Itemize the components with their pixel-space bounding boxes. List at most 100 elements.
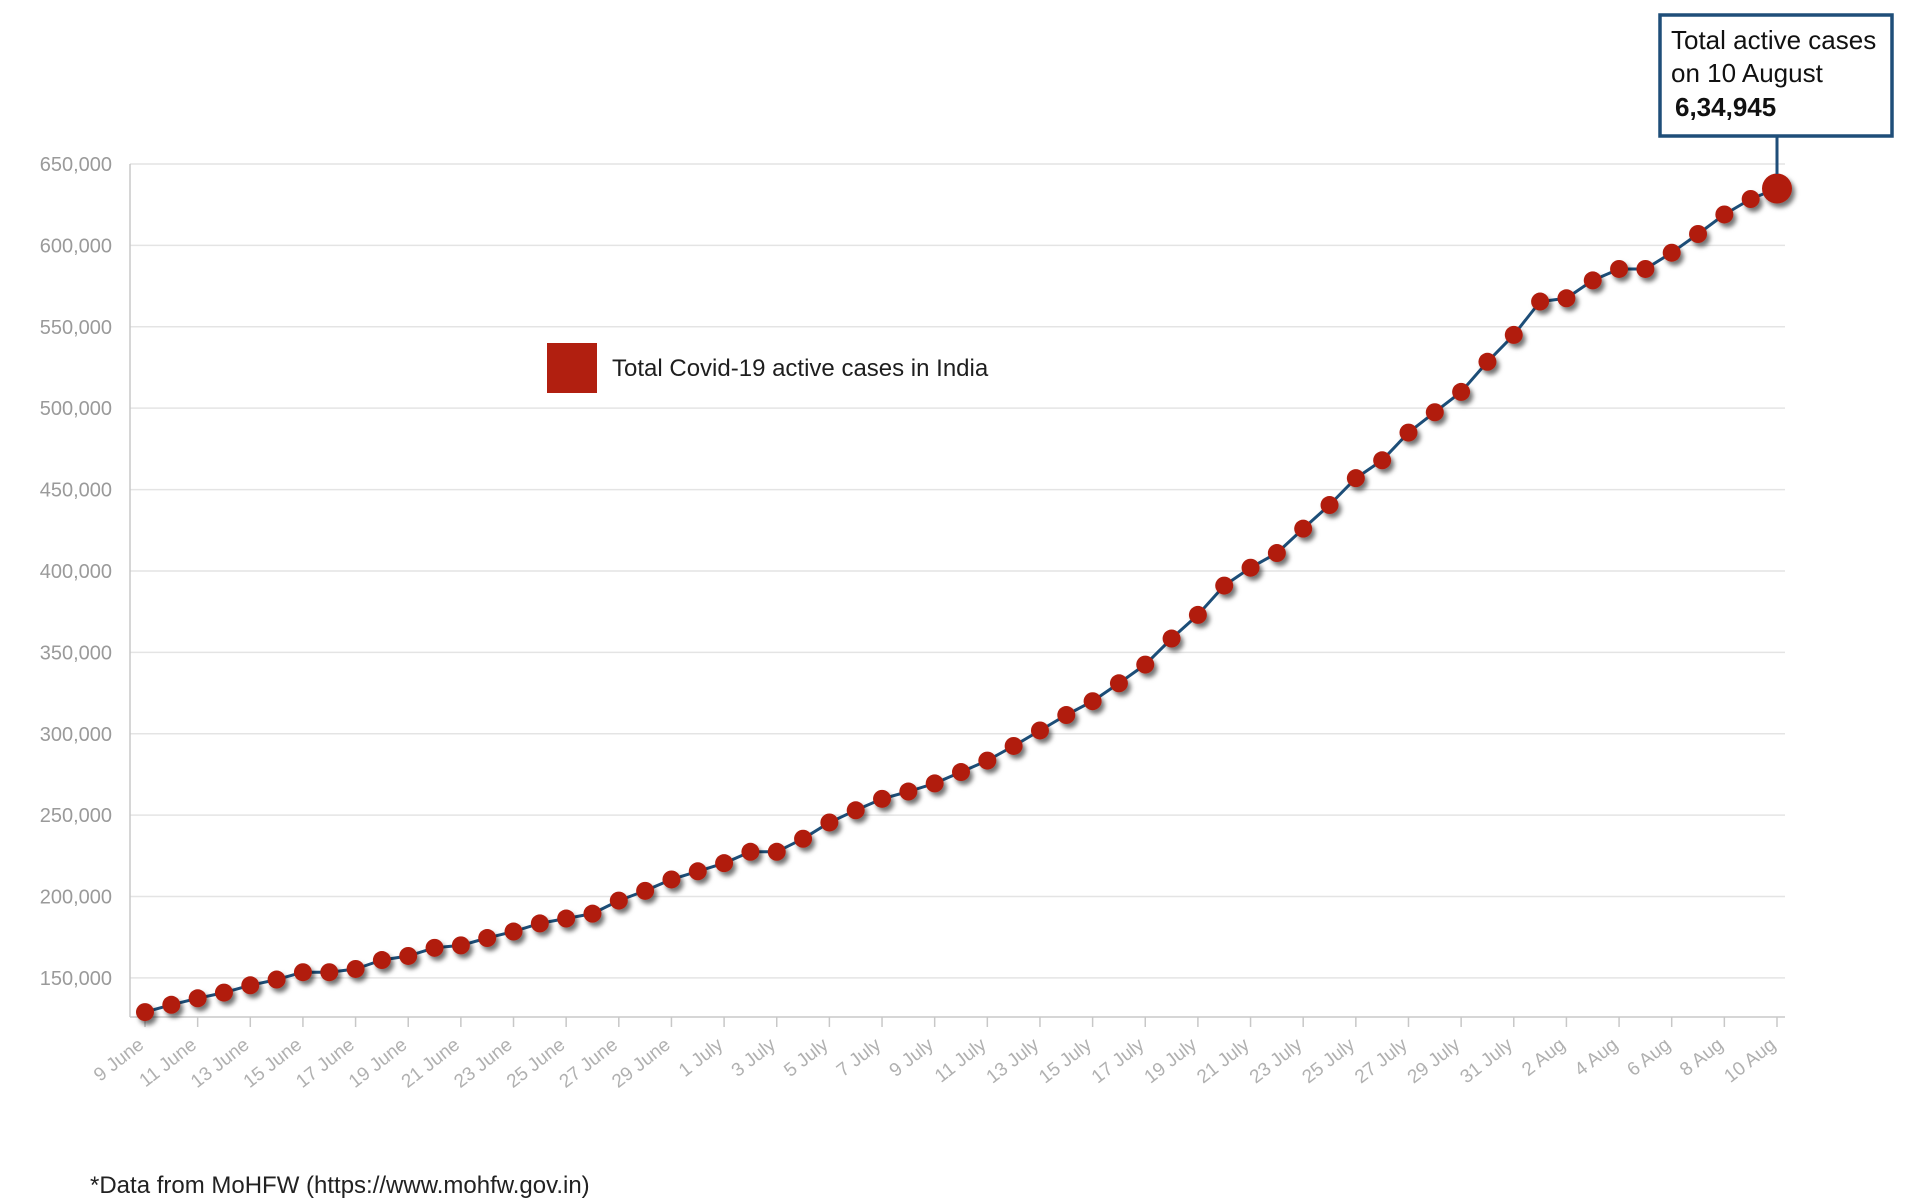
x-tick-label: 25 June bbox=[503, 1034, 569, 1092]
data-point bbox=[557, 909, 576, 928]
data-point bbox=[688, 862, 707, 881]
data-point bbox=[1715, 205, 1734, 224]
x-tick-label: 23 July bbox=[1246, 1034, 1307, 1088]
x-tick-label: 11 June bbox=[136, 1034, 201, 1091]
data-point bbox=[583, 904, 602, 923]
data-point bbox=[1267, 544, 1286, 563]
x-tick-label: 15 June bbox=[240, 1034, 306, 1092]
data-point bbox=[1662, 243, 1681, 262]
data-point bbox=[1399, 423, 1418, 442]
data-point bbox=[241, 976, 260, 995]
data-point bbox=[662, 870, 681, 889]
x-tick-label: 27 June bbox=[556, 1034, 622, 1092]
x-tick-label: 29 June bbox=[608, 1034, 674, 1092]
data-point bbox=[320, 963, 339, 982]
legend-label: Total Covid-19 active cases in India bbox=[612, 355, 989, 382]
axes bbox=[129, 164, 1785, 1027]
x-tick-label: 4 Aug bbox=[1571, 1034, 1622, 1080]
data-point bbox=[1004, 736, 1023, 755]
data-point bbox=[188, 989, 207, 1008]
data-point bbox=[425, 938, 444, 957]
legend: Total Covid-19 active cases in India bbox=[547, 343, 989, 393]
data-point bbox=[1083, 692, 1102, 711]
x-tick-label: 7 July bbox=[833, 1034, 885, 1081]
y-tick-label: 450,000 bbox=[40, 480, 112, 502]
data-point bbox=[1215, 576, 1234, 595]
data-point bbox=[1294, 519, 1313, 538]
data-point bbox=[1741, 189, 1760, 208]
data-source-footnote: *Data from MoHFW (https://www.mohfw.gov.… bbox=[90, 1172, 590, 1199]
data-point bbox=[530, 914, 549, 933]
y-tick-label: 350,000 bbox=[40, 642, 112, 664]
legend-swatch bbox=[547, 343, 597, 393]
data-point bbox=[1531, 292, 1550, 311]
x-tick-label: 6 Aug bbox=[1624, 1034, 1675, 1080]
x-tick-label: 19 July bbox=[1141, 1034, 1202, 1088]
gridlines bbox=[130, 163, 1785, 979]
data-point-highlight bbox=[1762, 173, 1792, 204]
data-point bbox=[267, 970, 286, 989]
data-point bbox=[1636, 259, 1655, 278]
x-tick-label: 25 July bbox=[1299, 1034, 1360, 1088]
data-point bbox=[1057, 706, 1076, 725]
data-point bbox=[846, 801, 865, 820]
y-tick-label: 300,000 bbox=[40, 724, 112, 746]
x-tick-label: 13 June bbox=[187, 1034, 253, 1092]
y-tick-label: 250,000 bbox=[40, 805, 112, 827]
x-tick-label: 17 July bbox=[1088, 1034, 1149, 1088]
data-point bbox=[925, 774, 944, 793]
data-point bbox=[1109, 674, 1128, 693]
data-point bbox=[1373, 451, 1392, 470]
data-point bbox=[504, 922, 523, 941]
data-point bbox=[1452, 382, 1471, 401]
data-point bbox=[873, 789, 892, 808]
data-point bbox=[609, 891, 628, 910]
data-point bbox=[1610, 259, 1629, 278]
x-tick-label: 9 July bbox=[886, 1034, 938, 1081]
y-tick-label: 500,000 bbox=[40, 398, 112, 420]
data-point bbox=[1478, 352, 1497, 371]
x-tick-label: 23 June bbox=[450, 1034, 516, 1092]
data-point bbox=[214, 983, 233, 1002]
data-point bbox=[767, 842, 786, 861]
x-tick-label: 5 July bbox=[780, 1034, 832, 1081]
x-tick-label: 3 July bbox=[728, 1034, 780, 1081]
x-tick-label: 8 Aug bbox=[1676, 1034, 1727, 1080]
series-line-path bbox=[144, 187, 1778, 1014]
data-point bbox=[952, 763, 970, 782]
data-point bbox=[399, 946, 418, 965]
data-point bbox=[1136, 655, 1155, 674]
annotation-value: 6,34,945 bbox=[1675, 92, 1776, 122]
annotation-line1: Total active cases bbox=[1671, 25, 1876, 55]
data-point bbox=[136, 1003, 154, 1022]
y-axis-ticks: 150,000 200,000 250,000 300,000 350,000 400,0… bbox=[40, 154, 112, 990]
x-tick-label: 21 June bbox=[398, 1034, 464, 1092]
x-tick-label: 19 June bbox=[345, 1034, 411, 1092]
y-tick-label: 200,000 bbox=[40, 887, 112, 909]
data-point bbox=[636, 881, 655, 900]
series-line bbox=[144, 187, 1778, 1014]
data-point bbox=[1162, 629, 1181, 648]
data-point bbox=[451, 936, 470, 955]
x-tick-label: 1 July bbox=[675, 1034, 727, 1081]
data-point bbox=[899, 782, 918, 801]
data-point bbox=[1583, 271, 1602, 290]
x-tick-label: 27 July bbox=[1351, 1034, 1412, 1088]
y-tick-label: 550,000 bbox=[40, 317, 112, 339]
data-point bbox=[1346, 469, 1365, 488]
annotation-callout: Total active cases on 10 August 6,34,945 bbox=[1658, 13, 1894, 174]
data-point bbox=[794, 829, 813, 848]
x-tick-label: 17 June bbox=[292, 1034, 358, 1092]
data-point bbox=[1689, 224, 1708, 243]
x-tick-label: 2 Aug bbox=[1518, 1034, 1569, 1080]
annotation-line2: on 10 August bbox=[1671, 58, 1824, 88]
y-tick-label: 400,000 bbox=[40, 561, 112, 583]
y-tick-label: 150,000 bbox=[40, 968, 112, 990]
y-tick-label: 650,000 bbox=[40, 154, 112, 176]
data-point bbox=[162, 995, 181, 1014]
x-tick-label: 10 Aug bbox=[1721, 1034, 1781, 1087]
annotation-box bbox=[1658, 13, 1894, 138]
data-point bbox=[1188, 605, 1207, 624]
data-point bbox=[1504, 325, 1523, 344]
